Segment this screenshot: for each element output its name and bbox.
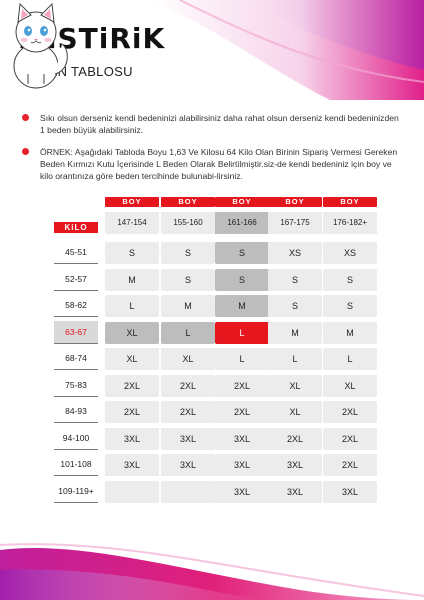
height-range-167-175: 167-175 bbox=[268, 212, 322, 234]
weight-range-109-119: 109-119+ bbox=[58, 485, 94, 496]
weight-underline bbox=[54, 422, 98, 423]
size-cell: L bbox=[323, 348, 377, 370]
size-cell: 3XL bbox=[215, 427, 269, 450]
size-cell: 3XL bbox=[161, 427, 215, 450]
size-cell: M bbox=[268, 321, 322, 344]
bullet-dot-icon bbox=[22, 114, 29, 121]
size-cell: XL bbox=[323, 374, 377, 397]
weight-underline bbox=[54, 448, 98, 450]
size-cell: S bbox=[268, 295, 322, 317]
weight-underline bbox=[54, 475, 98, 476]
size-cell: 3XL bbox=[268, 454, 322, 476]
weight-range-58-62: 58-62 bbox=[65, 300, 87, 310]
size-cell: 2XL bbox=[323, 454, 377, 476]
height-range-155-160: 155-160 bbox=[161, 212, 215, 234]
size-cell: 3XL bbox=[161, 454, 215, 476]
cat-mascot-icon bbox=[13, 2, 68, 89]
weight-underline bbox=[54, 369, 98, 370]
weight-range-52-57: 52-57 bbox=[65, 273, 87, 284]
height-range-147-154: 147-154 bbox=[105, 212, 159, 234]
size-cell: 2XL bbox=[215, 374, 269, 397]
size-cell: S bbox=[323, 268, 377, 291]
size-cell: M bbox=[161, 295, 215, 317]
boy-header: BOY bbox=[268, 197, 322, 207]
weight-range-63-67: 63-67 bbox=[54, 320, 98, 343]
size-cell: XL bbox=[268, 374, 322, 397]
size-cell: L bbox=[215, 321, 269, 344]
height-range-161-166: 161-166 bbox=[215, 212, 269, 234]
size-cell: S bbox=[215, 268, 269, 291]
size-cell: 3XL bbox=[105, 454, 159, 476]
weight-range-75-83: 75-83 bbox=[65, 379, 87, 390]
weight-range-68-74: 68-74 bbox=[65, 353, 87, 363]
size-cell: S bbox=[161, 242, 215, 264]
size-cell: L bbox=[268, 348, 322, 370]
note-text: ÖRNEK: Aşağıdaki Tabloda Boyu 1,63 Ve Ki… bbox=[40, 147, 398, 181]
size-cell: 2XL bbox=[105, 401, 159, 423]
footer-wave-graphic bbox=[0, 543, 424, 600]
weight-underline bbox=[54, 316, 98, 317]
size-cell: 2XL bbox=[161, 401, 215, 423]
size-cell: 2XL bbox=[323, 427, 377, 450]
size-cell: 2XL bbox=[215, 401, 269, 423]
kilo-header: KiLO bbox=[54, 222, 98, 233]
weight-underline bbox=[54, 342, 98, 344]
weight-range-84-93: 84-93 bbox=[65, 406, 87, 416]
size-cell: XS bbox=[323, 242, 377, 264]
size-cell: S bbox=[161, 268, 215, 291]
size-cell: XL bbox=[105, 348, 159, 370]
size-cell: S bbox=[268, 268, 322, 291]
size-cell bbox=[105, 480, 159, 503]
size-cell: 3XL bbox=[105, 427, 159, 450]
bullet-dot-icon bbox=[22, 148, 29, 155]
size-cell: L bbox=[161, 321, 215, 344]
size-cell: L bbox=[105, 295, 159, 317]
size-cell: 2XL bbox=[105, 374, 159, 397]
height-range-176-182: 176-182+ bbox=[323, 212, 377, 234]
weight-range-101-108: 101-108 bbox=[60, 459, 92, 469]
size-cell: M bbox=[215, 295, 269, 317]
note-text: Sıkı olsun derseniz kendi bedeninizi ala… bbox=[40, 113, 399, 135]
weight-range-45-51: 45-51 bbox=[65, 247, 87, 257]
size-cell: XL bbox=[105, 321, 159, 344]
weight-underline bbox=[54, 501, 98, 503]
size-cell: 2XL bbox=[161, 374, 215, 397]
size-cell: M bbox=[105, 268, 159, 291]
size-cell: L bbox=[215, 348, 269, 370]
size-cell: S bbox=[215, 242, 269, 264]
size-cell bbox=[161, 480, 215, 503]
size-cell: XL bbox=[161, 348, 215, 370]
size-cell: 2XL bbox=[323, 401, 377, 423]
size-cell: S bbox=[323, 295, 377, 317]
weight-underline bbox=[54, 289, 98, 291]
weight-underline bbox=[54, 263, 98, 264]
size-cell: 3XL bbox=[323, 480, 377, 503]
note-example: ÖRNEK: Aşağıdaki Tabloda Boyu 1,63 Ve Ki… bbox=[22, 146, 402, 182]
size-cell: 3XL bbox=[215, 480, 269, 503]
boy-header: BOY bbox=[105, 197, 159, 207]
boy-header: BOY bbox=[323, 197, 377, 207]
size-cell: 3XL bbox=[268, 480, 322, 503]
boy-header: BOY bbox=[215, 197, 269, 207]
size-cell: XS bbox=[268, 242, 322, 264]
size-cell: 3XL bbox=[215, 454, 269, 476]
size-cell: XL bbox=[268, 401, 322, 423]
weight-range-94-100: 94-100 bbox=[62, 432, 90, 443]
boy-header: BOY bbox=[161, 197, 215, 207]
size-cell: S bbox=[105, 242, 159, 264]
size-cell: M bbox=[323, 321, 377, 344]
header-wave-graphic bbox=[150, 0, 424, 100]
note-fit-advice: Sıkı olsun derseniz kendi bedeninizi ala… bbox=[22, 112, 402, 136]
weight-underline bbox=[54, 395, 98, 397]
header-banner: MiSTiRiK BEDEN TABLOSU bbox=[0, 0, 424, 100]
size-cell: 2XL bbox=[268, 427, 322, 450]
